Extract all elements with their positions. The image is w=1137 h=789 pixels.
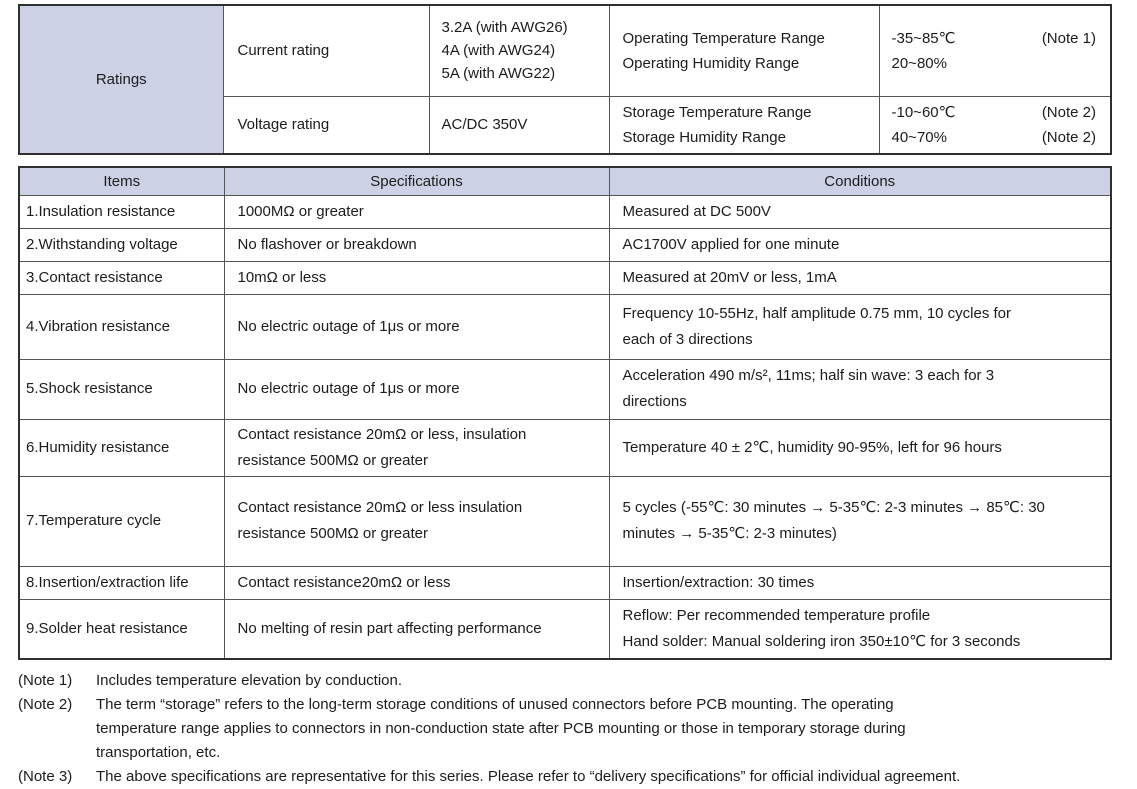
ratings-header-cell: Ratings <box>18 4 224 155</box>
table-row: 9.Solder heat resistance No melting of r… <box>18 598 1112 659</box>
ratings-row-current: Ratings Current rating 3.2A (with AWG26)… <box>18 4 1112 155</box>
condition-humidity-resistance: Temperature 40 ± 2℃, humidity 90-95%, le… <box>608 418 1112 477</box>
current-rating-value: 3.2A (with AWG26) 4A (with AWG24) 5A (wi… <box>428 4 610 97</box>
note-2: (Note 2) The term “storage” refers to th… <box>18 693 1113 765</box>
note-3: (Note 3) The above specifications are re… <box>18 765 1113 789</box>
item-solder-heat-resistance: 9.Solder heat resistance <box>18 598 225 659</box>
condition-contact-resistance: Measured at 20mV or less, 1mA <box>608 260 1112 295</box>
condition-insulation-resistance: Measured at DC 500V <box>608 194 1112 229</box>
condition-insertion-extraction-life: Insertion/extraction: 30 times <box>608 565 1112 600</box>
operating-humidity-value: 20~80% <box>891 54 947 72</box>
storage-temperature-note-ref: (Note 2) <box>1041 103 1096 121</box>
spec-insulation-resistance: 1000MΩ or greater <box>223 194 610 229</box>
column-header-conditions: Conditions <box>608 166 1112 196</box>
note-1-label: (Note 1) <box>18 671 73 689</box>
condition-solder-heat-resistance: Reflow: Per recommended temperature prof… <box>608 598 1112 659</box>
note-1: (Note 1) Includes temperature elevation … <box>18 669 1113 693</box>
storage-humidity-line: 40~70% (Note 2) <box>892 125 1097 150</box>
ratings-row-voltage: Voltage rating AC/DC 350V Storage Temper… <box>19 95 1112 155</box>
voltage-rating-value: AC/DC 350V <box>428 95 610 155</box>
spec-insertion-extraction-life: Contact resistance20mΩ or less <box>223 565 610 600</box>
storage-range-values: -10~60℃ (Note 2) 40~70% (Note 2) <box>878 95 1112 155</box>
operating-temperature-line: -35~85℃ (Note 1) <box>892 26 1097 51</box>
spec-temperature-cycle: Contact resistance 20mΩ or less insulati… <box>223 475 610 567</box>
operating-temperature-note-ref: (Note 1) <box>1041 29 1096 47</box>
note-2-label: (Note 2) <box>18 695 73 713</box>
spec-shock-resistance: No electric outage of 1μs or more <box>223 358 610 420</box>
condition-temperature-cycle: 5 cycles (-55℃: 30 minutes → 5-35℃: 2-3 … <box>608 475 1112 567</box>
table-row: 6.Humidity resistance Contact resistance… <box>18 418 1112 477</box>
table-row: 4.Vibration resistance No electric outag… <box>18 293 1112 360</box>
spec-withstanding-voltage: No flashover or breakdown <box>223 227 610 262</box>
spec-vibration-resistance: No electric outage of 1μs or more <box>223 293 610 360</box>
item-contact-resistance: 3.Contact resistance <box>18 260 225 295</box>
item-insertion-extraction-life: 8.Insertion/extraction life <box>18 565 225 600</box>
spec-header-row: Items Specifications Conditions <box>18 166 1112 196</box>
table-row: 8.Insertion/extraction life Contact resi… <box>18 565 1112 600</box>
condition-vibration-resistance: Frequency 10-55Hz, half amplitude 0.75 m… <box>608 293 1112 360</box>
operating-humidity-line: 20~80% <box>892 51 1097 76</box>
item-temperature-cycle: 7.Temperature cycle <box>18 475 225 567</box>
note-2-text: The term “storage” refers to the long-te… <box>96 695 906 761</box>
item-humidity-resistance: 6.Humidity resistance <box>18 418 225 477</box>
item-shock-resistance: 5.Shock resistance <box>18 358 225 420</box>
table-row: 2.Withstanding voltage No flashover or b… <box>18 227 1112 262</box>
notes-section: (Note 1) Includes temperature elevation … <box>18 669 1113 789</box>
item-vibration-resistance: 4.Vibration resistance <box>18 293 225 360</box>
item-insulation-resistance: 1.Insulation resistance <box>18 194 225 229</box>
condition-withstanding-voltage: AC1700V applied for one minute <box>608 227 1112 262</box>
spec-solder-heat-resistance: No melting of resin part affecting perfo… <box>223 598 610 659</box>
note-1-text: Includes temperature elevation by conduc… <box>96 671 403 689</box>
operating-range-values: -35~85℃ (Note 1) 20~80% <box>878 4 1112 97</box>
storage-humidity-note-ref: (Note 2) <box>1041 128 1096 146</box>
item-withstanding-voltage: 2.Withstanding voltage <box>18 227 225 262</box>
storage-temperature-value: -10~60℃ <box>891 103 956 121</box>
specifications-table: Items Specifications Conditions 1.Insula… <box>18 166 1112 660</box>
operating-temperature-value: -35~85℃ <box>891 29 956 47</box>
storage-temperature-line: -10~60℃ (Note 2) <box>892 100 1097 125</box>
condition-shock-resistance: Acceleration 490 m/s², 11ms; half sin wa… <box>608 358 1112 420</box>
spec-humidity-resistance: Contact resistance 20mΩ or less, insulat… <box>223 418 610 477</box>
spec-contact-resistance: 10mΩ or less <box>223 260 610 295</box>
ratings-table: Ratings Current rating 3.2A (with AWG26)… <box>18 4 1112 155</box>
note-3-label: (Note 3) <box>18 767 73 785</box>
current-rating-label: Current rating <box>222 4 430 97</box>
column-header-items: Items <box>18 166 225 196</box>
column-header-specifications: Specifications <box>223 166 610 196</box>
table-row: 3.Contact resistance 10mΩ or less Measur… <box>18 260 1112 295</box>
note-3-text: The above specifications are representat… <box>96 767 961 785</box>
table-row: 1.Insulation resistance 1000MΩ or greate… <box>18 194 1112 229</box>
operating-range-labels: Operating Temperature Range Operating Hu… <box>608 4 880 97</box>
storage-range-labels: Storage Temperature Range Storage Humidi… <box>608 95 880 155</box>
table-row: 7.Temperature cycle Contact resistance 2… <box>18 475 1112 567</box>
voltage-rating-label: Voltage rating <box>222 95 430 155</box>
storage-humidity-value: 40~70% <box>891 128 947 146</box>
table-row: 5.Shock resistance No electric outage of… <box>18 358 1112 420</box>
